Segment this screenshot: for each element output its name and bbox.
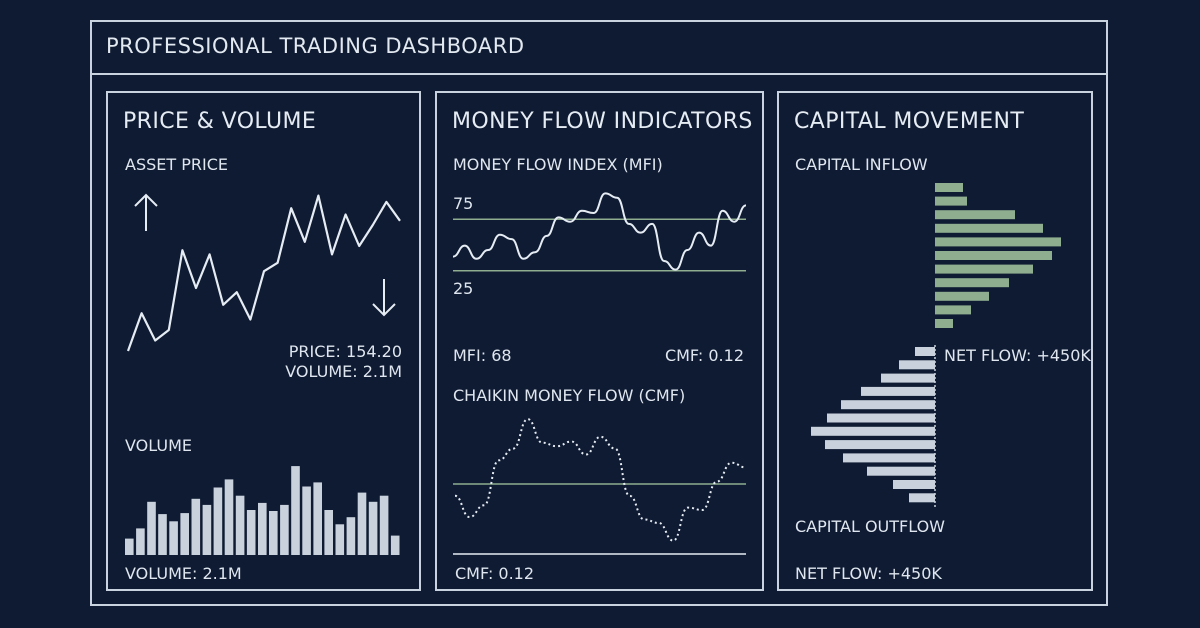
volume-bar	[368, 501, 378, 555]
panel-title-money-flow: MONEY FLOW INDICATORS	[452, 109, 753, 134]
inflow-bar	[935, 251, 1052, 260]
capital-inflow-label: CAPITAL INFLOW	[795, 155, 928, 174]
volume-bar	[246, 510, 256, 555]
net-flow-mid: NET FLOW: +450K	[944, 346, 1091, 365]
outflow-bar	[881, 373, 935, 383]
volume-bar	[324, 510, 333, 555]
page-title: PROFESSIONAL TRADING DASHBOARD	[106, 34, 525, 58]
volume-bar	[269, 511, 278, 555]
mfi-series-line	[452, 192, 747, 271]
volume-bar	[357, 492, 367, 555]
cmf-series-line	[454, 418, 747, 542]
mfi-value: MFI: 68	[453, 346, 512, 365]
inflow-bar	[935, 237, 1061, 247]
mfi-upper-label: 75	[453, 194, 474, 213]
volume-bar	[191, 498, 201, 555]
volume-bar	[291, 466, 300, 555]
capital-flow-chart	[811, 183, 1061, 507]
capital-movement-panel: CAPITAL MOVEMENT CAPITAL INFLOW NET FLOW…	[777, 91, 1093, 591]
volume-bar	[158, 514, 167, 555]
outflow-bar	[915, 347, 935, 356]
volume-bar	[313, 482, 322, 555]
outflow-bar	[899, 360, 935, 370]
volume-bar	[180, 513, 189, 555]
outflow-bar	[893, 480, 935, 489]
dashboard-header: PROFESSIONAL TRADING DASHBOARD	[90, 20, 1108, 75]
price-volume-panel: PRICE & VOLUME ASSET PRICE PRICE: 154.20…	[106, 91, 421, 591]
inflow-bar	[935, 264, 1033, 274]
volume-bar	[280, 504, 289, 555]
volume-bar	[346, 517, 356, 555]
net-flow-footer: NET FLOW: +450K	[795, 564, 942, 583]
inflow-bar	[935, 291, 989, 301]
volume-label: VOLUME	[125, 436, 192, 455]
volume-bar	[258, 502, 267, 555]
inflow-bar	[935, 305, 971, 315]
volume-bar	[224, 479, 234, 555]
outflow-bar	[861, 386, 935, 396]
price-volume-chart	[125, 193, 401, 555]
outflow-bar	[909, 493, 935, 503]
volume-bar	[335, 524, 345, 555]
inflow-bar	[935, 319, 953, 328]
volume-readout: VOLUME: 2.1M	[285, 362, 402, 381]
volume-bar	[379, 495, 389, 555]
money-flow-panel: MONEY FLOW INDICATORS MONEY FLOW INDEX (…	[435, 91, 764, 591]
volume-bar	[390, 535, 400, 555]
panel-title-price-volume: PRICE & VOLUME	[123, 109, 317, 134]
inflow-bar	[935, 223, 1043, 233]
dashboard-frame	[90, 20, 1108, 606]
volume-bar	[169, 521, 178, 555]
outflow-bar	[825, 440, 935, 450]
outflow-bar	[811, 426, 935, 436]
inflow-bar	[935, 196, 967, 206]
inflow-bar	[935, 183, 963, 192]
money-flow-chart	[452, 192, 747, 555]
volume-bar	[125, 538, 134, 555]
volume-footer: VOLUME: 2.1M	[125, 564, 242, 583]
volume-bar	[136, 528, 145, 555]
outflow-bar	[867, 466, 935, 476]
volume-bar	[202, 504, 212, 555]
asset-price-label: ASSET PRICE	[125, 155, 228, 174]
capital-outflow-label: CAPITAL OUTFLOW	[795, 517, 945, 536]
mfi-label: MONEY FLOW INDEX (MFI)	[453, 155, 663, 174]
outflow-bar	[827, 413, 935, 423]
volume-bar	[147, 501, 156, 555]
inflow-bar	[935, 210, 1015, 220]
cmf-label: CHAIKIN MONEY FLOW (CMF)	[453, 386, 686, 405]
price-series-line	[126, 194, 401, 352]
inflow-bar	[935, 278, 1009, 288]
arrow-down-icon	[372, 279, 396, 317]
mfi-lower-label: 25	[453, 279, 474, 298]
outflow-bar	[843, 453, 935, 463]
cmf-value: CMF: 0.12	[664, 346, 744, 365]
price-readout: PRICE: 154.20	[288, 342, 402, 361]
volume-bar	[302, 486, 311, 555]
panel-title-capital-movement: CAPITAL MOVEMENT	[794, 109, 1025, 134]
volume-bar	[213, 487, 223, 555]
volume-bar	[235, 495, 245, 555]
outflow-bar	[841, 400, 935, 410]
cmf-footer: CMF: 0.12	[455, 564, 535, 583]
arrow-up-icon	[134, 193, 158, 231]
